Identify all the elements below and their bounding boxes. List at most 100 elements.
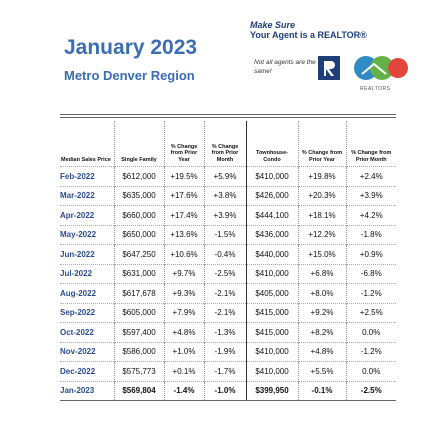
table-cell: +0.9% — [346, 244, 396, 264]
table-cell: +4.8% — [298, 341, 347, 362]
table-cell: -1.8% — [346, 224, 396, 245]
tagline-1: Make Sure — [250, 20, 296, 30]
logo-text: REALTORS — [360, 86, 391, 92]
table-cell: $597,400 — [114, 322, 165, 342]
table-cell: +8.0% — [298, 283, 347, 303]
table-cell: $647,250 — [114, 244, 165, 264]
table-cell: Oct-2022 — [60, 322, 115, 342]
realtor-mark — [324, 61, 335, 76]
table-cell: Sep-2022 — [60, 302, 115, 323]
table-cell: $399,950 — [246, 380, 299, 401]
table-cell: $660,000 — [114, 205, 165, 225]
table-row: Mar-2022 $635,000 +17.6% +3.8% $426,000 +20.3… — [60, 185, 396, 206]
table-cell: -2.1% — [204, 302, 247, 323]
logos — [318, 56, 408, 80]
subtitle: Metro Denver Region — [64, 68, 195, 83]
table-cell: $436,000 — [246, 224, 299, 245]
table-cell: -1.3% — [204, 322, 247, 342]
table-row: Oct-2022 $597,400 +4.8% -1.3% $415,000 +8.2% 0… — [60, 322, 396, 342]
table-cell: Feb-2022 — [60, 166, 115, 186]
table-cell: +12.2% — [298, 224, 347, 245]
table-cell: +2.4% — [346, 166, 396, 186]
table-row: Aug-2022 $617,678 +9.3% -2.1% $405,000 +8.0% -… — [60, 283, 396, 303]
table-cell: $617,678 — [114, 283, 165, 303]
table-cell: $410,000 — [246, 166, 299, 186]
table-cell: +3.8% — [204, 185, 247, 206]
table-cell: +0.1% — [164, 361, 205, 381]
table-cell: Jan-2023 — [60, 380, 115, 401]
table-cell: +20.3% — [298, 185, 347, 206]
table-cell: $605,000 — [114, 302, 165, 323]
table-cell: $426,000 — [246, 185, 299, 206]
table-cell: -1.0% — [204, 380, 247, 401]
title: January 2023 — [64, 36, 198, 59]
table-cell: +9.3% — [164, 283, 205, 303]
table-cell: +3.9% — [204, 205, 247, 225]
table-cell: $410,000 — [246, 263, 299, 284]
table-cell: +5.9% — [204, 166, 247, 186]
table-cell: $405,000 — [246, 283, 299, 303]
table-cell: +4.2% — [346, 205, 396, 225]
table-cell: $586,000 — [114, 341, 165, 362]
table-cell: +15.0% — [298, 244, 347, 264]
table-cell: -2.5% — [204, 263, 247, 284]
column-header: % Change from Prior Year — [164, 121, 205, 167]
table-cell: 0.0% — [346, 322, 396, 342]
tagline-2: Your Agent is a REALTOR® — [250, 30, 367, 40]
table-cell: $410,000 — [246, 341, 299, 362]
table-cell: +9.7% — [164, 263, 205, 284]
table: Median Sales Price Single Family% Change … — [60, 121, 396, 401]
table-row: Nov-2022 $586,000 +1.0% -1.9% $410,000 +4.8% -… — [60, 341, 396, 362]
table-cell: -0.4% — [204, 244, 247, 264]
table-cell: Nov-2022 — [60, 341, 115, 362]
tagline: Make Sure Your Agent is a REALTOR® — [250, 20, 367, 40]
table-row: Jul-2022 $631,000 +9.7% -2.5% $410,000 +6.8% -… — [60, 263, 396, 284]
table-cell: $650,000 — [114, 224, 165, 245]
table-cell: +6.8% — [298, 263, 347, 284]
column-header: % Change from Prior Month — [351, 150, 392, 163]
table-row: Jun-2022 $647,250 +10.6% -0.4% $440,000 +15.0… — [60, 244, 396, 264]
table-cell: +18.1% — [298, 205, 347, 225]
table-cell: $415,000 — [246, 322, 299, 342]
table-cell: -1.9% — [204, 341, 247, 362]
table-cell: $612,000 — [114, 166, 165, 186]
table-cell: +19.8% — [298, 166, 347, 186]
table-cell: Mar-2022 — [60, 185, 115, 206]
table-cell: 0.0% — [346, 361, 396, 381]
table-body: Feb-2022 $612,000 +19.5% +5.9% $410,000 +19.8… — [60, 166, 396, 401]
table-cell: +4.8% — [164, 322, 205, 342]
table-row: Jan-2023 $569,804 -1.4% -1.0% $399,950 -0.1% -… — [60, 380, 396, 401]
table-cell: +8.2% — [298, 322, 347, 342]
column-header: % Change from Prior Month — [204, 121, 247, 167]
table-cell: +17.6% — [164, 185, 205, 206]
table-cell: +17.4% — [164, 205, 205, 225]
table-cell: -2.5% — [346, 380, 396, 401]
table-cell: -1.2% — [346, 283, 396, 303]
table-cell: +2.5% — [346, 302, 396, 323]
table-row: Feb-2022 $612,000 +19.5% +5.9% $410,000 +19.8… — [60, 166, 396, 186]
table-cell: Jul-2022 — [60, 263, 115, 284]
note: Not all agents are the same! — [254, 59, 316, 75]
table-cell: +7.9% — [164, 302, 205, 323]
table-cell: +1.0% — [164, 341, 205, 362]
table-cell: $410,000 — [246, 361, 299, 381]
table-cell: +13.6% — [164, 224, 205, 245]
table-cell: -0.1% — [298, 380, 347, 401]
table-cell: -2.1% — [204, 283, 247, 303]
column-header: Townhouse-Condo — [246, 121, 299, 167]
house-logo — [388, 58, 408, 78]
table-cell: -1.2% — [346, 341, 396, 362]
table-cell: $444,100 — [246, 205, 299, 225]
table-cell: $631,000 — [114, 263, 165, 284]
table-cell: $440,000 — [246, 244, 299, 264]
table-cell: $569,804 — [114, 380, 165, 401]
table-cell: May-2022 — [60, 224, 115, 245]
house-roof — [361, 62, 387, 75]
table-cell: -1.5% — [204, 224, 247, 245]
header-row: Median Sales Price Single Family% Change … — [60, 121, 396, 167]
table-cell: $635,000 — [114, 185, 165, 206]
house-logo — [370, 56, 394, 80]
column-header: Single Family — [114, 121, 165, 167]
rule — [60, 117, 396, 118]
